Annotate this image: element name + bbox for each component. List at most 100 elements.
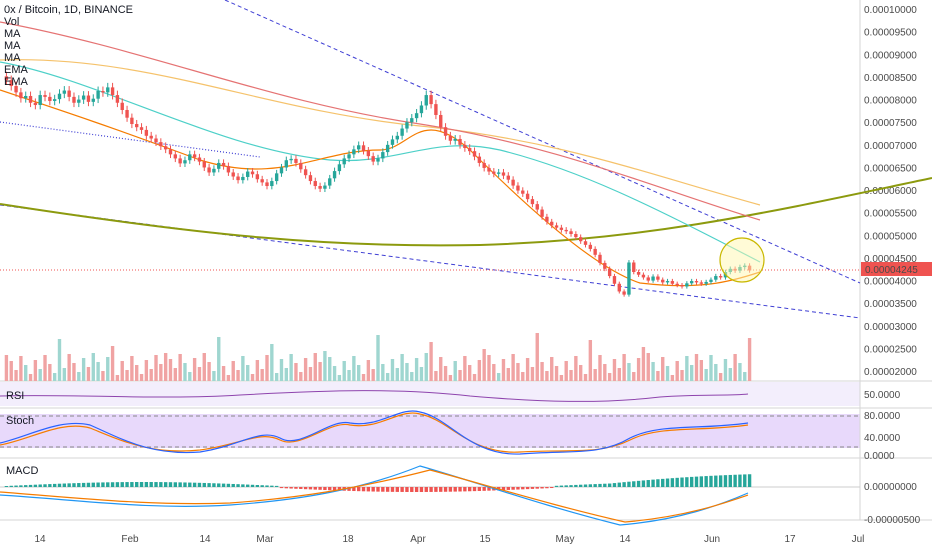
rsi-line (0, 390, 749, 402)
macd-histogram-bar (738, 474, 742, 487)
volume-bar (135, 365, 139, 381)
macd-histogram-bar (448, 487, 453, 492)
candle-body (250, 171, 255, 175)
candle-body (236, 176, 240, 181)
macd-histogram-bar (318, 487, 322, 490)
candle-body (139, 127, 144, 130)
macd-histogram-bar (699, 476, 704, 487)
macd-histogram-bar (400, 487, 404, 492)
volume-bar (38, 369, 42, 381)
stoch-level-1: 40.0000 (864, 433, 901, 444)
macd-histogram-bar (67, 483, 71, 487)
macd-histogram-bar (482, 487, 486, 491)
candle-body (371, 156, 375, 162)
volume-bar (569, 370, 573, 381)
price-tick: 0.00006000 (864, 186, 917, 197)
candle-body (328, 178, 332, 186)
candle-body (496, 172, 501, 174)
volume-bar (733, 354, 737, 381)
macd-histogram-bar (525, 487, 530, 490)
macd-histogram-bar (168, 482, 173, 487)
indicator-3[interactable]: MA (4, 52, 21, 64)
candle-body (714, 276, 718, 280)
candle-body (516, 185, 520, 191)
candle-body (501, 172, 506, 176)
volume-bar (48, 364, 52, 381)
indicator-5[interactable]: EMA (4, 76, 28, 88)
ma-red (0, 21, 761, 221)
volume-bar (347, 370, 351, 381)
candle-body (24, 95, 28, 99)
candle-body (110, 87, 115, 96)
candle-body (429, 95, 433, 105)
volume-bar (226, 375, 231, 381)
volume-bar (709, 355, 713, 381)
macd-histogram-bar (260, 485, 264, 487)
macd-histogram-bar (521, 487, 525, 490)
volume-bar (390, 359, 395, 381)
macd-histogram-bar (337, 487, 342, 491)
candle-body (323, 185, 327, 189)
macd-histogram-bar (588, 484, 593, 487)
volume-bar (4, 355, 9, 381)
current-price-label: 0.00004245 (865, 265, 918, 276)
macd-histogram-bar (641, 480, 646, 487)
volume-bar (651, 362, 655, 381)
candle-body (178, 158, 182, 164)
macd-histogram-bar (231, 483, 235, 487)
macd-histogram-bar (569, 485, 573, 487)
volume-bar (699, 360, 704, 381)
volume-bar (627, 363, 631, 381)
macd-histogram-bar (472, 487, 477, 492)
candle-body (651, 276, 655, 281)
volume-bar (656, 371, 660, 381)
time-tick: Apr (410, 534, 426, 545)
macd-histogram-bar (574, 484, 578, 487)
candle-body (120, 102, 124, 111)
volume-bar (564, 361, 568, 381)
volume-bar (173, 368, 178, 381)
macd-histogram-bar (714, 475, 718, 487)
candle-body (395, 135, 399, 140)
volume-bar (110, 346, 115, 381)
rsi-level-label: 50.0000 (864, 390, 901, 401)
candle-body (294, 158, 298, 163)
candle-body (163, 146, 168, 150)
volume-bar (168, 359, 173, 381)
indicator-4[interactable]: EMA (4, 64, 28, 76)
time-tick: Jul (852, 534, 865, 545)
candle-body (646, 277, 650, 281)
volume-bar (685, 356, 689, 381)
volume-bar (33, 360, 38, 381)
volume-bar (57, 339, 62, 381)
macd-histogram-bar (385, 487, 390, 492)
stoch-band (0, 414, 860, 448)
time-tick: 14 (34, 534, 46, 545)
macd-histogram-bar (212, 483, 216, 487)
macd-histogram-bar (665, 478, 670, 487)
macd-histogram-bar (43, 484, 47, 487)
macd-histogram-bar (9, 485, 13, 487)
price-tick: 0.00008500 (864, 73, 917, 84)
volume-bar (19, 356, 23, 381)
volume-bar (728, 368, 732, 381)
macd-histogram-bar (656, 479, 660, 487)
volume-bar (496, 373, 501, 381)
volume-bar (192, 358, 197, 381)
macd-histogram-bar (661, 478, 665, 487)
volume-bar (72, 363, 76, 381)
indicator-0[interactable]: Vol (4, 16, 20, 28)
macd-histogram-bar (487, 487, 491, 491)
indicator-2[interactable]: MA (4, 40, 21, 52)
macd-histogram-bar (120, 482, 124, 487)
parabolic-curve (0, 177, 932, 247)
volume-bar (458, 370, 462, 381)
volume-bar (43, 355, 47, 381)
stoch-title: Stoch (6, 415, 35, 427)
indicator-1[interactable]: MA (4, 28, 21, 40)
macd-histogram-bar (410, 487, 414, 492)
price-tick: 0.00002000 (864, 367, 917, 378)
macd-histogram-bar (241, 484, 245, 487)
